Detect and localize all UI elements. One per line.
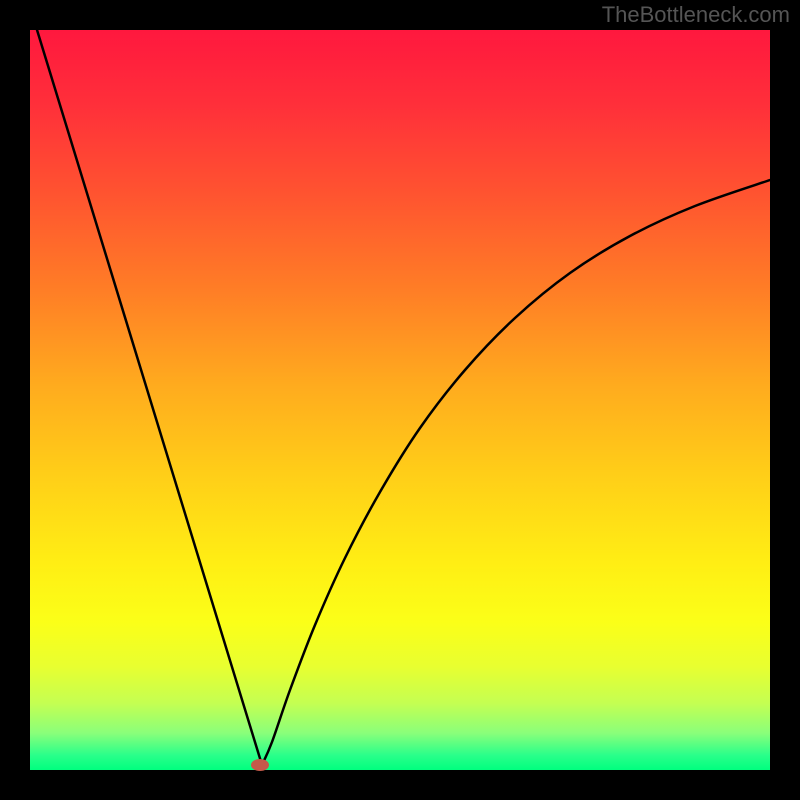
watermark-text: TheBottleneck.com [602,2,790,28]
bottleneck-chart: TheBottleneck.com [0,0,800,800]
chart-svg [0,0,800,800]
